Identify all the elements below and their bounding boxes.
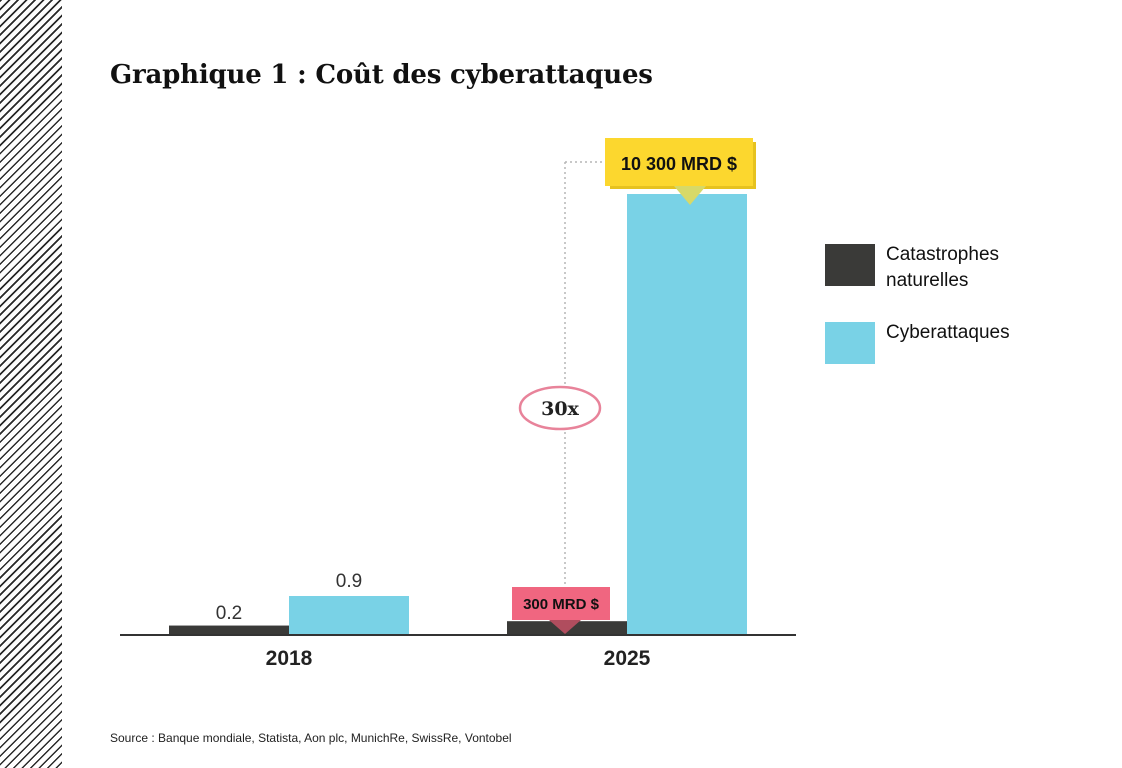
ratio-bubble	[518, 385, 602, 431]
category-label-2018: 2018	[266, 647, 313, 670]
callout-natural-2025	[512, 587, 610, 620]
source-note: Source : Banque mondiale, Statista, Aon …	[110, 731, 512, 745]
bar-cyber-2025	[627, 194, 747, 634]
chart-title: Graphique 1 : Coût des cyberattaques	[110, 60, 653, 90]
ratio-label: 30x	[541, 398, 579, 420]
bar-cyber-2018	[289, 596, 409, 634]
legend-swatch-natural	[825, 244, 875, 286]
callout-natural-2025-pointer	[549, 620, 581, 634]
decorative-stripes	[0, 0, 62, 768]
data-label-cyber-2018: 0.9	[336, 571, 362, 592]
callout-cyber-2025	[605, 138, 753, 186]
legend-label-natural: Catastrophes naturelles	[886, 244, 1000, 291]
callout-cyber-2025-pointer	[674, 186, 706, 205]
bar-natural-2018	[169, 625, 289, 634]
callout-natural-2025-label: 300 MRD $	[523, 596, 600, 613]
callout-cyber-2025-label: 10 300 MRD $	[621, 154, 737, 174]
legend-swatch-cyber	[825, 322, 875, 364]
data-label-natural-2018: 0.2	[216, 603, 242, 624]
category-label-2025: 2025	[604, 647, 651, 670]
legend-label-cyber: Cyberattaques	[886, 322, 1010, 343]
